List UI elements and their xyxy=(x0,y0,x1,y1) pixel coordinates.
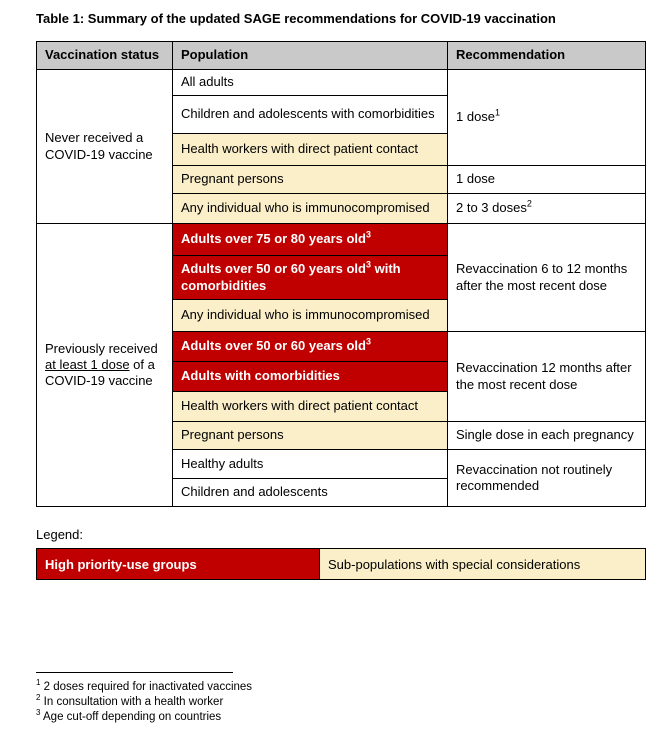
population-pregnant-persons: Pregnant persons xyxy=(172,421,448,450)
status-text: Never received a COVID-19 vaccine xyxy=(45,130,153,162)
population-health-workers: Health workers with direct patient conta… xyxy=(172,133,448,166)
table-row: Never received a COVID-19 vaccine All ad… xyxy=(36,69,646,224)
header-recommendation: Recommendation xyxy=(447,41,646,70)
population-text: Children and adolescents xyxy=(181,484,328,500)
recommendation-text: Revaccination 6 to 12 months after the m… xyxy=(456,261,628,293)
superscript: 1 xyxy=(36,678,41,688)
population-text: Healthy adults xyxy=(181,455,264,471)
table-row: Healthy adults Revaccination not routine… xyxy=(37,449,646,507)
status-text-underlined: at least 1 dose xyxy=(45,356,130,372)
population-adults-over-50-60-comorbidities: Adults over 50 or 60 years old3 with com… xyxy=(172,255,448,300)
population-adults-comorbidities: Adults with comorbidities xyxy=(172,361,448,392)
recommendation-text: Revaccination not routinely recommended xyxy=(456,461,613,493)
recommendation-2-to-3-doses: 2 to 3 doses2 xyxy=(447,193,646,224)
superscript: 2 xyxy=(36,693,41,703)
superscript: 3 xyxy=(365,230,371,241)
recommendation-text: 2 to 3 doses xyxy=(456,200,527,216)
table-row: Pregnant persons Single dose in each pre… xyxy=(37,421,646,450)
population-text: Children and adolescents with comorbidit… xyxy=(181,106,435,122)
population-adults-over-75-80: Adults over 75 or 80 years old3 xyxy=(172,223,448,256)
status-text: of a COVID-19 vaccine xyxy=(45,356,155,389)
population-text: Any individual who is immunocompromised xyxy=(181,307,430,323)
table-row: Adults over 50 or 60 years old3 Revaccin… xyxy=(37,331,646,422)
legend-row: High priority-use groups Sub-populations… xyxy=(36,548,646,580)
superscript: 2 xyxy=(526,199,532,210)
population-immunocompromised: Any individual who is immunocompromised xyxy=(172,193,448,224)
population-health-workers: Health workers with direct patient conta… xyxy=(172,391,448,422)
recommendation-1-dose: 1 dose xyxy=(447,165,646,194)
population-text: Pregnant persons xyxy=(181,427,284,443)
header-population: Population xyxy=(172,41,448,70)
population-text: with comorbidities xyxy=(181,261,401,293)
population-text: Health workers with direct patient conta… xyxy=(181,141,418,157)
recommendation-revaccination-12-months: Revaccination 12 months after the most r… xyxy=(447,331,646,422)
population-text: Adults over 50 or 60 years old xyxy=(181,261,366,277)
table-row: Children and adolescents with comorbidit… xyxy=(37,95,646,134)
legend-label: Legend: xyxy=(36,527,83,542)
population-text: All adults xyxy=(181,74,234,90)
legend-special-considerations: Sub-populations with special considerati… xyxy=(319,548,646,580)
superscript: 3 xyxy=(36,708,41,718)
footnote-divider xyxy=(36,672,233,673)
table-row: Adults with comorbidities xyxy=(37,361,646,392)
recommendation-text: Revaccination 12 months after the most r… xyxy=(456,360,632,392)
header-vaccination-status: Vaccination status xyxy=(36,41,173,70)
superscript: 3 xyxy=(365,337,371,348)
table-row: Adults over 50 or 60 years old3 with com… xyxy=(37,255,646,300)
footnote-text: Age cut-off depending on countries xyxy=(43,711,222,724)
population-all-adults: All adults xyxy=(172,69,448,96)
footnote-text: 2 doses required for inactivated vaccine… xyxy=(43,681,253,693)
table-row: Pregnant persons 1 dose xyxy=(37,165,646,194)
population-children-adolescents: Children and adolescents xyxy=(172,478,448,507)
footnote-3: 3 Age cut-off depending on countries xyxy=(36,708,660,725)
population-adults-over-50-60: Adults over 50 or 60 years old3 xyxy=(172,331,448,362)
header-row: Vaccination status Population Recommenda… xyxy=(36,41,646,70)
recommendation-text: 1 dose xyxy=(456,171,496,187)
table-row: Previously received at least 1 dose of a… xyxy=(36,223,646,507)
footnote-1: 1 2 doses required for inactivated vacci… xyxy=(36,678,660,695)
population-text: Health workers with direct patient conta… xyxy=(181,398,418,414)
recommendation-1-dose-fn1: 1 dose1 xyxy=(447,69,646,166)
status-previously-received: Previously received at least 1 dose of a… xyxy=(36,223,173,507)
table-title: Table 1: Summary of the updated SAGE rec… xyxy=(36,11,556,26)
legend-high-priority: High priority-use groups xyxy=(36,548,320,580)
footnotes: 1 2 doses required for inactivated vacci… xyxy=(36,672,660,726)
population-pregnant-persons: Pregnant persons xyxy=(172,165,448,194)
status-text: Previously received xyxy=(45,340,158,356)
table-row: Health workers with direct patient conta… xyxy=(37,133,646,166)
superscript: 1 xyxy=(495,108,501,119)
footnote-2: 2 In consultation with a health worker xyxy=(36,693,660,710)
population-text: Adults with comorbidities xyxy=(181,368,340,384)
recommendation-text: Single dose in each pregnancy xyxy=(456,427,634,443)
table-row: Any individual who is immunocompromised … xyxy=(37,193,646,224)
table-row: Children and adolescents xyxy=(37,478,646,507)
superscript: 3 xyxy=(365,259,371,270)
footnote-text: In consultation with a health worker xyxy=(43,696,224,709)
population-text: Adults over 50 or 60 years old xyxy=(181,338,366,354)
recommendation-single-dose-pregnancy: Single dose in each pregnancy xyxy=(447,421,646,450)
sage-recommendations-table: Vaccination status Population Recommenda… xyxy=(36,41,646,507)
recommendation-not-routinely-recommended: Revaccination not routinely recommended xyxy=(447,449,646,507)
population-immunocompromised: Any individual who is immunocompromised xyxy=(172,299,448,332)
legend: High priority-use groups Sub-populations… xyxy=(36,548,646,580)
status-never-received: Never received a COVID-19 vaccine xyxy=(36,69,173,224)
population-text: Adults over 75 or 80 years old xyxy=(181,231,366,247)
recommendation-revaccination-6-12-months: Revaccination 6 to 12 months after the m… xyxy=(447,223,646,332)
population-text: Pregnant persons xyxy=(181,171,284,187)
population-text: Any individual who is immunocompromised xyxy=(181,200,430,216)
table-row: Any individual who is immunocompromised xyxy=(37,299,646,332)
recommendation-text: 1 dose xyxy=(456,109,496,125)
population-healthy-adults: Healthy adults xyxy=(172,449,448,479)
page: Table 1: Summary of the updated SAGE rec… xyxy=(36,11,660,726)
population-children-comorbidities: Children and adolescents with comorbidit… xyxy=(172,95,448,134)
table-row: Health workers with direct patient conta… xyxy=(37,391,646,422)
